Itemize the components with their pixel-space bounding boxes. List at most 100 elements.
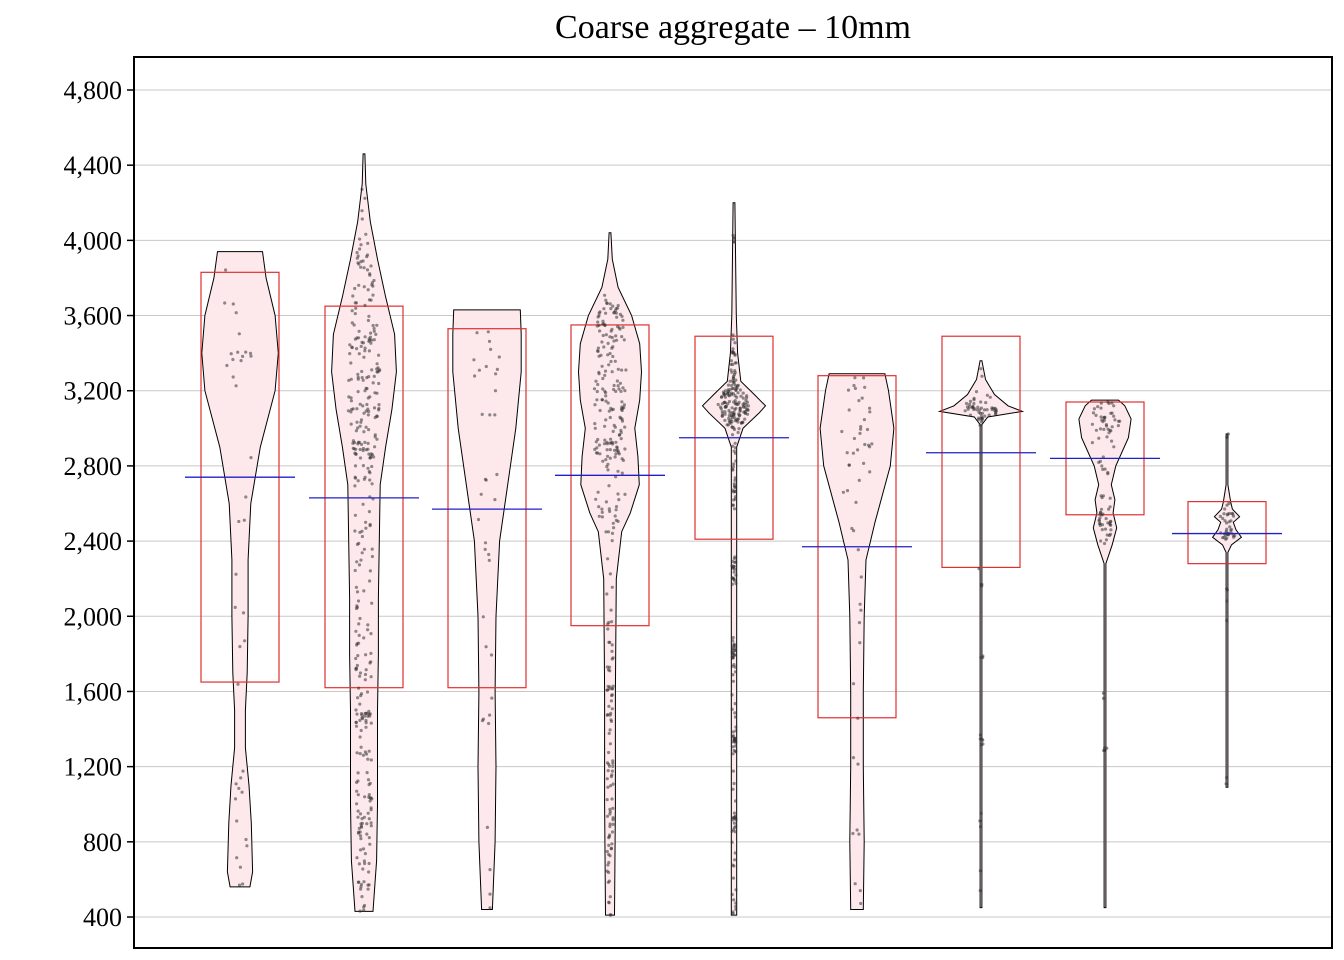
data-point — [350, 346, 354, 350]
data-point — [356, 479, 360, 483]
data-point — [851, 451, 856, 455]
data-point — [1107, 431, 1111, 435]
data-point — [845, 489, 850, 493]
data-point — [608, 572, 613, 576]
violins — [201, 153, 1243, 916]
data-point — [356, 654, 360, 658]
data-point — [235, 856, 239, 860]
data-point — [604, 391, 608, 395]
data-point — [351, 294, 355, 298]
data-point — [860, 396, 864, 400]
data-point — [354, 720, 358, 725]
data-point — [614, 311, 618, 315]
data-point — [370, 283, 374, 287]
data-point — [349, 422, 353, 426]
data-point — [726, 383, 731, 387]
data-point — [357, 826, 361, 831]
data-point — [614, 389, 618, 393]
data-point — [359, 848, 363, 852]
data-point — [847, 463, 851, 467]
data-point — [732, 372, 737, 376]
data-point — [847, 408, 851, 412]
data-point — [371, 381, 375, 385]
data-point — [730, 559, 735, 564]
data-point — [733, 737, 737, 742]
data-point — [358, 616, 362, 621]
data-point — [614, 508, 618, 512]
data-point — [359, 265, 363, 269]
data-point — [728, 379, 732, 383]
data-point — [716, 402, 720, 407]
data-point — [979, 811, 983, 815]
data-point — [616, 519, 620, 524]
data-point — [241, 611, 246, 615]
data-point — [853, 882, 857, 886]
data-point — [597, 354, 601, 358]
data-point — [735, 395, 739, 399]
data-point — [731, 636, 735, 640]
data-point — [245, 844, 249, 848]
data-point — [358, 402, 362, 406]
data-point — [608, 728, 612, 732]
data-point — [349, 361, 353, 365]
data-point — [363, 852, 367, 856]
data-point — [720, 395, 724, 399]
data-point — [741, 396, 745, 400]
data-point — [1109, 528, 1113, 532]
data-point — [1108, 521, 1112, 526]
data-point — [603, 369, 608, 373]
data-point — [601, 376, 605, 381]
data-point — [734, 888, 738, 892]
y-tick-label: 1,200 — [64, 753, 123, 782]
y-tick-label: 2,000 — [64, 602, 123, 631]
data-point — [358, 247, 362, 251]
data-point — [981, 654, 985, 658]
data-point — [614, 440, 618, 444]
data-point — [622, 403, 627, 407]
data-point — [606, 713, 610, 717]
data-point — [368, 781, 372, 785]
data-point — [355, 856, 359, 860]
data-point — [1108, 505, 1112, 509]
data-point — [372, 338, 376, 342]
data-point — [1104, 538, 1108, 542]
data-point — [223, 301, 227, 305]
data-point — [1225, 618, 1229, 623]
data-point — [733, 478, 737, 482]
data-point — [611, 429, 615, 433]
data-point — [372, 406, 377, 410]
data-point — [608, 448, 612, 452]
data-point — [730, 693, 734, 697]
data-point — [354, 429, 358, 433]
data-point — [598, 408, 602, 413]
data-point — [732, 781, 736, 786]
data-point — [608, 713, 612, 717]
data-point — [373, 435, 377, 439]
data-point — [475, 331, 479, 335]
data-point — [607, 484, 611, 488]
data-point — [987, 413, 991, 417]
data-point — [733, 711, 737, 715]
data-point — [609, 784, 613, 788]
data-point — [612, 526, 616, 530]
data-point — [604, 458, 608, 462]
data-point — [350, 309, 354, 313]
data-point — [355, 347, 359, 351]
data-point — [608, 895, 612, 899]
data-point — [354, 668, 358, 672]
data-point — [1103, 467, 1107, 471]
data-point — [606, 622, 610, 626]
data-point — [604, 333, 608, 337]
data-point — [611, 782, 615, 786]
y-tick-label: 3,200 — [64, 377, 123, 406]
data-point — [377, 353, 381, 357]
data-point — [363, 346, 367, 350]
data-point — [617, 326, 621, 330]
data-point — [353, 312, 357, 316]
data-point — [601, 333, 605, 338]
data-point — [600, 515, 605, 519]
data-point — [363, 335, 367, 339]
data-point — [372, 374, 376, 378]
data-point — [356, 440, 360, 444]
